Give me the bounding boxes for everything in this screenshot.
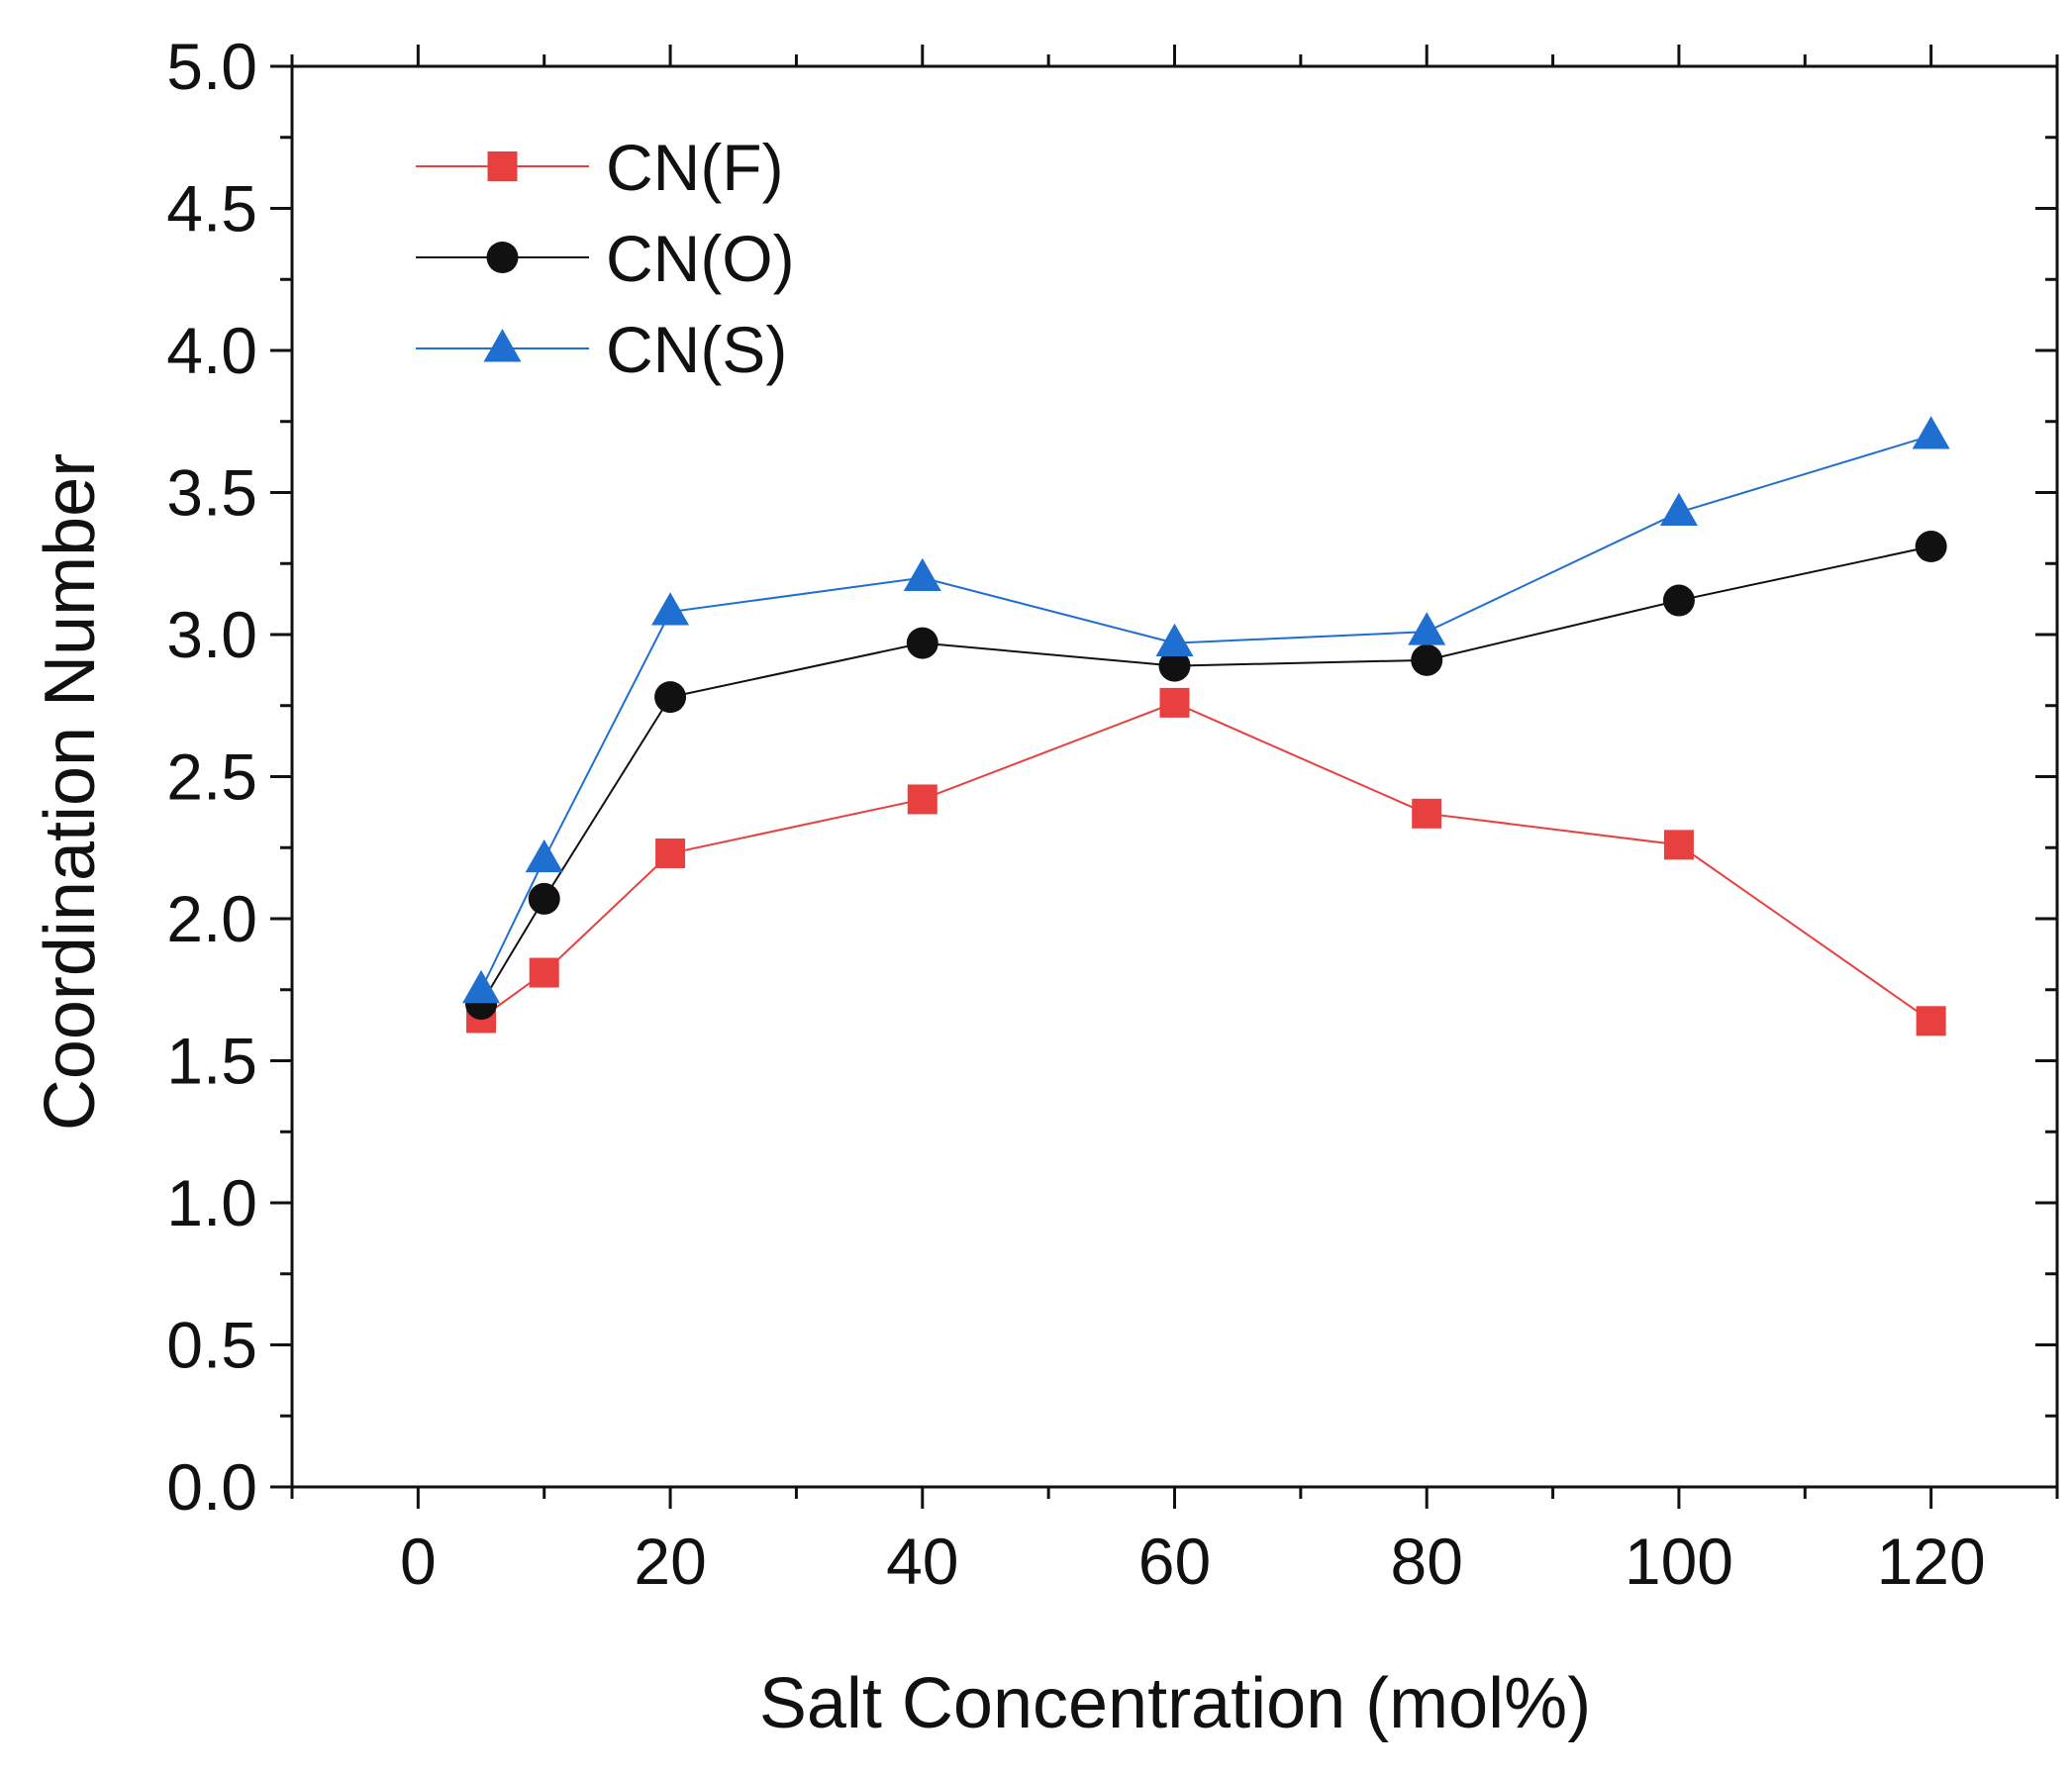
data-point <box>1408 612 1446 645</box>
y-tick-label: 4.5 <box>166 172 257 246</box>
series-line <box>480 545 1931 1005</box>
x-tick-label: 120 <box>1877 1525 1986 1598</box>
legend-item: CN(F) <box>416 131 784 204</box>
data-point <box>1912 416 1950 449</box>
y-tick-label: 0.5 <box>166 1309 257 1382</box>
x-tick-label: 60 <box>1138 1525 1211 1598</box>
data-point <box>654 681 687 714</box>
plot-frame <box>290 64 2059 1489</box>
legend-label: CN(F) <box>606 131 784 204</box>
data-point <box>1915 531 1947 563</box>
x-tick-label: 40 <box>886 1525 958 1598</box>
x-axis-title: Salt Concentration (mol%) <box>759 1664 1591 1743</box>
legend-marker <box>487 151 518 181</box>
data-point <box>525 839 563 873</box>
legend-item: CN(S) <box>416 313 787 386</box>
x-tick-label: 20 <box>634 1525 706 1598</box>
axis-ticks <box>270 45 2059 1509</box>
legend-label: CN(O) <box>606 222 795 295</box>
y-tick-label: 4.0 <box>166 314 257 387</box>
legend-item: CN(O) <box>416 222 795 295</box>
legend-marker <box>483 329 522 362</box>
y-tick-label: 5.0 <box>166 30 257 103</box>
data-point <box>906 627 938 659</box>
data-point <box>1663 830 1694 860</box>
data-series <box>462 416 1950 1036</box>
data-point <box>462 969 501 1004</box>
series-CN(F) <box>466 687 1946 1036</box>
data-point <box>1155 623 1194 657</box>
x-tick-label: 0 <box>400 1525 437 1598</box>
data-point <box>907 784 937 815</box>
data-point <box>1659 492 1698 527</box>
x-tick-label: 80 <box>1391 1525 1463 1598</box>
y-tick-label: 3.5 <box>166 456 257 530</box>
y-tick-label: 2.0 <box>166 882 257 955</box>
data-point <box>1411 643 1443 676</box>
legend: CN(F) CN(O) CN(S) <box>416 131 795 386</box>
data-point <box>651 592 690 626</box>
series-line <box>480 701 1932 1023</box>
data-point <box>1412 798 1442 829</box>
y-tick-label: 2.5 <box>166 740 257 814</box>
data-point <box>1916 1006 1946 1036</box>
y-axis-title: Coordination Number <box>31 453 110 1131</box>
y-tick-label: 1.5 <box>166 1025 257 1098</box>
y-tick-label: 0.0 <box>166 1450 257 1524</box>
data-point <box>1662 584 1695 617</box>
y-tick-label: 1.0 <box>166 1166 257 1239</box>
data-point <box>528 882 560 915</box>
plot-border <box>290 64 2059 1489</box>
tick-labels: 0 20 40 60 80 100 120 0.0 0.5 1.0 1.5 2.0 2.5 3.0 3.5 4… <box>166 30 1985 1598</box>
y-tick-label: 3.0 <box>166 598 257 671</box>
data-point <box>1158 649 1191 682</box>
x-tick-label: 100 <box>1625 1525 1733 1598</box>
data-point <box>1159 687 1190 718</box>
series-CN(S) <box>462 416 1950 1004</box>
data-point <box>529 957 559 988</box>
legend-label: CN(S) <box>606 313 787 386</box>
legend-marker <box>486 242 519 273</box>
series-CN(O) <box>465 531 1947 1021</box>
data-point <box>655 838 686 868</box>
series-line <box>480 435 1931 991</box>
data-point <box>903 557 941 592</box>
